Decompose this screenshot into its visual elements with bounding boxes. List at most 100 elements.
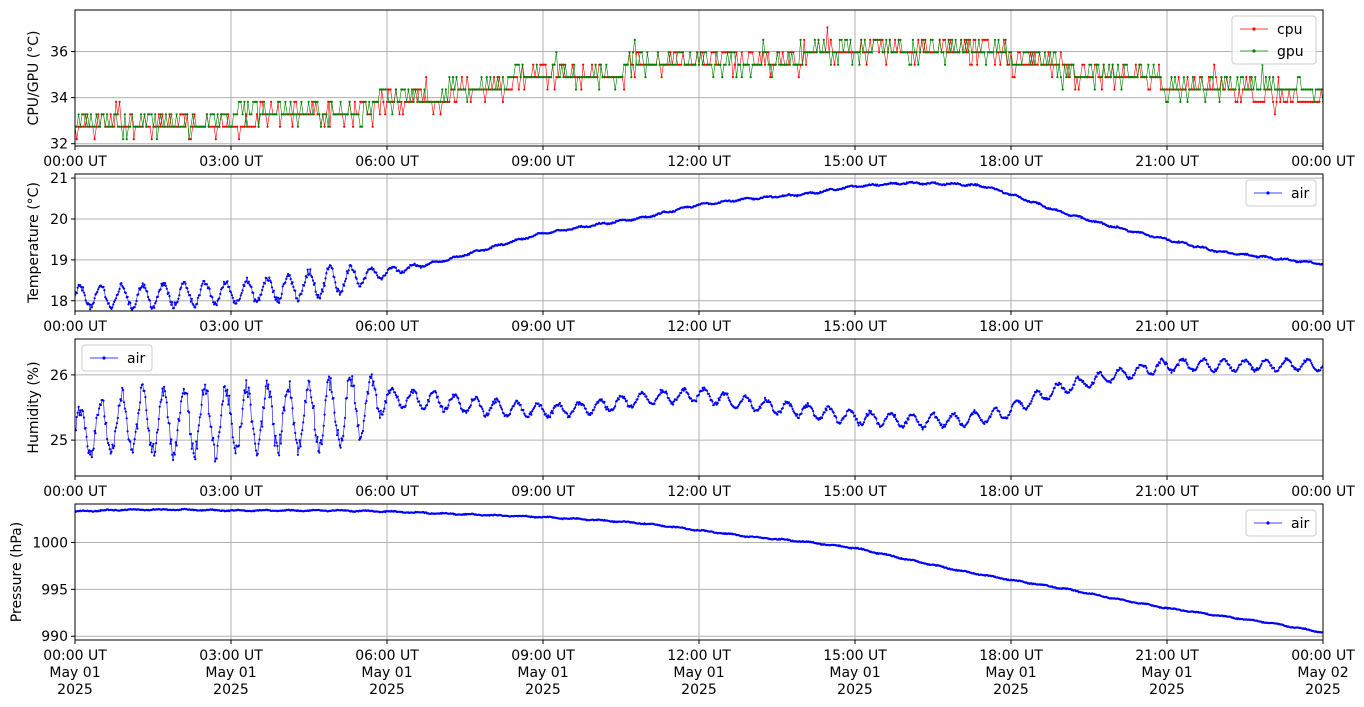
data-point [1229,76,1232,79]
data-point [574,76,578,79]
data-point [219,425,222,429]
data-point [892,414,895,417]
data-point [778,63,781,66]
data-point [863,38,866,42]
data-point [949,51,952,54]
data-point [977,51,981,54]
data-point [722,51,726,54]
data-point [765,51,768,54]
data-point [96,290,99,293]
data-point [751,63,754,66]
data-point [1169,368,1172,371]
data-point [295,297,299,300]
data-point [943,425,947,428]
data-point [1166,100,1169,103]
data-point [473,88,476,91]
data-point [924,51,927,54]
data-point [218,431,221,434]
data-point [389,100,392,103]
data-point [956,51,959,54]
data-point [191,125,194,128]
x-tick-year-label: 2025 [1149,682,1185,698]
data-point [484,88,487,91]
data-point [507,88,510,91]
y-tick-label: 36 [50,44,68,60]
data-point [797,76,800,79]
data-point [510,88,513,91]
data-point [331,267,334,270]
data-point [85,435,88,438]
data-point [146,418,149,421]
data-point [1279,100,1282,103]
data-point [633,38,636,42]
data-point [91,449,94,452]
data-point [267,383,270,386]
data-point [845,38,849,42]
data-point [1017,51,1020,54]
data-point [369,113,373,116]
data-point [446,100,449,103]
data-point [738,403,741,406]
data-point [642,63,645,66]
data-point [382,410,385,413]
data-point [319,441,322,444]
data-point [878,423,881,426]
data-point [606,405,609,408]
data-point [582,76,585,79]
data-point [126,430,129,433]
data-point [252,291,255,294]
data-point [669,63,672,66]
data-point [408,266,411,269]
data-point [701,51,704,54]
data-point [1173,76,1177,79]
data-point [1300,88,1303,91]
data-point [1198,76,1202,79]
data-point [584,407,587,410]
data-point [1010,405,1014,408]
data-point [555,51,558,54]
data-point [551,63,554,66]
data-point [208,287,211,290]
data-point [840,38,843,42]
data-point [603,400,606,403]
data-point [728,63,731,66]
data-point [278,454,281,457]
data-point [329,264,332,267]
data-point [81,410,85,413]
data-point [262,113,266,116]
data-point [865,51,868,54]
x-tick-label: 03:00 UT [199,319,263,335]
data-point [366,390,369,393]
data-point [97,288,100,291]
data-point [890,51,893,54]
data-point [389,88,392,91]
data-point [644,76,647,79]
data-point [713,63,717,66]
data-point [1150,76,1153,79]
data-point [223,113,226,116]
data-point [716,402,719,405]
data-point [512,76,515,79]
data-point [145,125,148,128]
data-point [528,76,531,79]
data-point [198,294,201,297]
data-point [323,413,326,416]
data-point [1088,63,1091,66]
data-point [460,76,463,79]
data-point [589,413,592,417]
data-point [1218,100,1221,103]
data-point [1237,366,1240,369]
data-point [207,412,210,415]
data-point [206,390,209,393]
data-point [231,436,234,439]
data-point [1011,63,1014,66]
data-point [160,398,163,401]
data-point [944,423,948,426]
data-point [455,76,458,79]
data-point [312,283,315,286]
data-point [159,113,162,116]
data-point [1025,63,1029,66]
data-point [1081,63,1084,66]
data-point [960,38,963,42]
x-tick-year-label: 2025 [57,682,93,698]
